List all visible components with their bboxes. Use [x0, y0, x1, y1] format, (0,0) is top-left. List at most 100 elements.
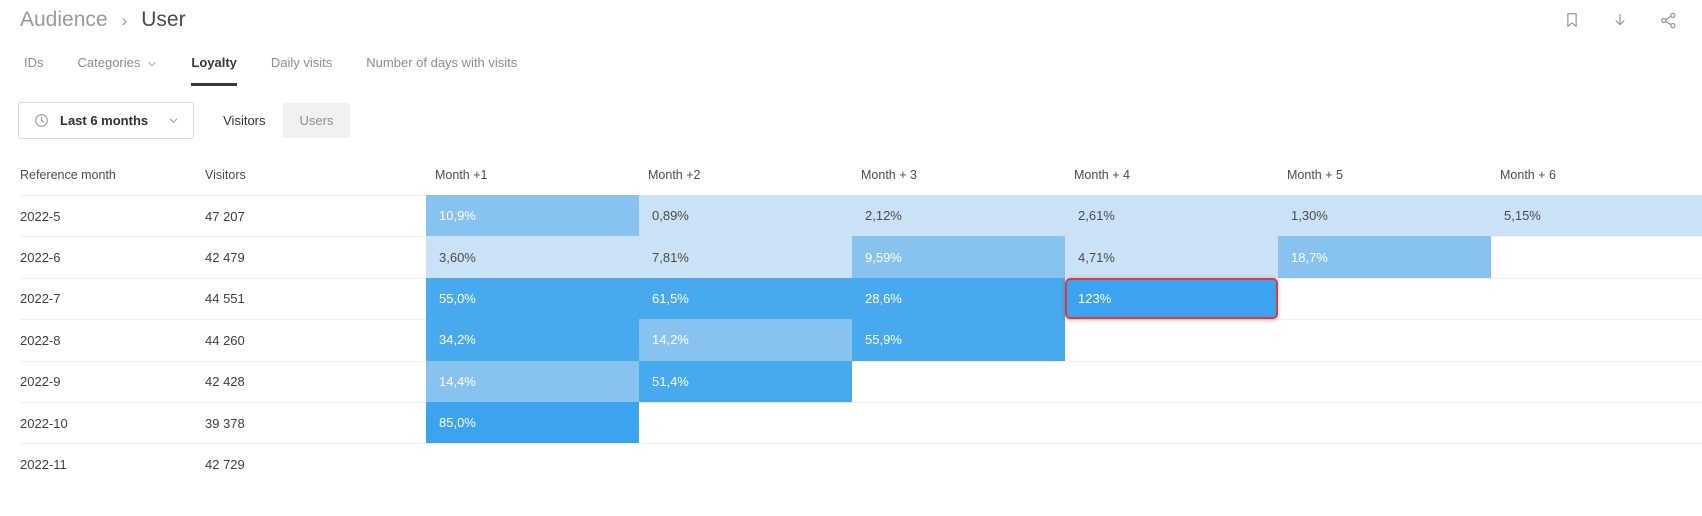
column-header: Month + 3 — [861, 167, 917, 182]
segment-visitors[interactable]: Visitors — [206, 103, 283, 138]
empty-cell — [1491, 319, 1702, 360]
empty-cell — [639, 443, 852, 484]
visitors-count-cell: 44 260 — [205, 332, 245, 348]
reference-month-cell: 2022-8 — [20, 332, 61, 348]
cohort-cell[interactable]: 55,9% — [852, 319, 1065, 361]
cohort-cell[interactable]: 14,4% — [426, 360, 639, 402]
empty-cell — [852, 402, 1065, 443]
empty-cell — [1278, 402, 1491, 443]
cohort-cell[interactable]: 28,6% — [852, 277, 1065, 320]
cohort-cell[interactable]: 14,2% — [639, 319, 852, 361]
empty-cell — [1278, 278, 1491, 319]
download-button[interactable] — [1609, 9, 1631, 31]
cohort-cell[interactable]: 55,0% — [426, 277, 639, 320]
period-dropdown[interactable]: Last 6 months — [18, 102, 195, 139]
reference-month-cell: 2022-6 — [20, 250, 61, 266]
column-header: Reference month — [20, 167, 116, 182]
bookmark-icon — [1567, 13, 1577, 27]
visitors-count-cell: 42 428 — [205, 374, 245, 390]
cohort-cell[interactable]: 2,12% — [852, 195, 1065, 237]
segment-users[interactable]: Users — [283, 103, 351, 138]
cohort-cell[interactable]: 1,30% — [1278, 195, 1491, 237]
cohort-cell[interactable]: 61,5% — [639, 277, 852, 320]
table-row: 2022-5 47 207 10,9% 0,89% 2,12% 2,61% 1,30% 5,1… — [20, 195, 1702, 237]
chevron-down-icon — [148, 61, 156, 66]
empty-cell — [426, 443, 639, 484]
reference-month-cell: 2022-10 — [20, 415, 68, 431]
tab-label: Daily visits — [270, 55, 333, 70]
tab-bar: IDs Categories Loyalty Daily visits Number o… — [0, 49, 1702, 86]
reference-month-cell: 2022-7 — [20, 291, 61, 307]
column-header: Month + 5 — [1287, 167, 1343, 182]
tab-label: IDs — [24, 55, 44, 70]
empty-cell — [1065, 402, 1278, 443]
cohort-cell[interactable]: 85,0% — [426, 401, 639, 444]
cohort-cell-highlighted[interactable]: 123% — [1065, 277, 1278, 320]
period-label: Last 6 months — [60, 113, 149, 128]
tab-loyalty[interactable]: Loyalty — [191, 49, 237, 86]
empty-cell — [639, 402, 852, 443]
header-actions — [1561, 9, 1680, 32]
tab-label: Number of days with visits — [366, 55, 518, 70]
filter-bar: Last 6 months Visitors Users — [18, 102, 1702, 139]
empty-cell — [1491, 278, 1702, 319]
empty-cell — [1065, 443, 1278, 484]
table-row: 2022-10 39 378 85,0% — [20, 401, 1702, 444]
empty-cell — [1065, 361, 1278, 402]
tab-number-of-days-with-visits[interactable]: Number of days with visits — [366, 49, 517, 86]
cohort-cell[interactable]: 7,81% — [639, 236, 852, 278]
cohort-cell[interactable]: 0,89% — [639, 195, 852, 237]
clock-icon — [35, 114, 48, 127]
reference-month-cell: 2022-11 — [20, 457, 67, 473]
share-button[interactable] — [1657, 9, 1680, 32]
visitors-count-cell: 44 551 — [205, 291, 245, 307]
bookmark-button[interactable] — [1561, 9, 1583, 31]
cohort-table: Reference month Visitors Month +1 Month +2 M… — [0, 154, 1702, 485]
empty-cell — [1278, 443, 1491, 484]
table-row: 2022-7 44 551 55,0% 61,5% 28,6% 123% — [20, 277, 1702, 320]
visitors-count-cell: 39 378 — [205, 415, 245, 431]
tab-daily-visits[interactable]: Daily visits — [271, 49, 332, 86]
tab-ids[interactable]: IDs — [24, 49, 44, 86]
reference-month-cell: 2022-5 — [20, 208, 61, 224]
empty-cell — [1278, 361, 1491, 402]
cohort-cell[interactable]: 51,4% — [639, 360, 852, 402]
column-header: Month +2 — [648, 167, 701, 182]
cohort-cell[interactable]: 18,7% — [1278, 236, 1491, 278]
visitors-count-cell: 42 479 — [205, 250, 245, 266]
share-icon — [1661, 12, 1676, 28]
empty-cell — [852, 361, 1065, 402]
tab-label: Loyalty — [191, 55, 237, 70]
empty-cell — [1278, 319, 1491, 360]
visitors-users-toggle: Visitors Users — [206, 103, 351, 138]
cohort-cell[interactable]: 3,60% — [426, 236, 639, 278]
reference-month-cell: 2022-9 — [20, 374, 61, 390]
visitors-count-cell: 42 729 — [205, 457, 245, 473]
download-icon — [1615, 13, 1625, 26]
table-row: 2022-11 42 729 — [20, 443, 1702, 484]
empty-cell — [1491, 402, 1702, 443]
cohort-cell[interactable]: 4,71% — [1065, 236, 1278, 278]
tab-label: Categories — [77, 55, 141, 70]
cohort-cell[interactable]: 2,61% — [1065, 195, 1278, 237]
cohort-cell[interactable]: 5,15% — [1491, 195, 1702, 237]
user-loyalty-report: Audience › User IDs Categories Loyalty Dail… — [0, 0, 1702, 485]
breadcrumb: Audience › User — [20, 8, 186, 32]
table-body: 2022-5 47 207 10,9% 0,89% 2,12% 2,61% 1,30% 5,1… — [20, 195, 1702, 485]
tab-categories[interactable]: Categories — [78, 49, 158, 86]
breadcrumb-separator-icon: › — [121, 10, 128, 30]
cohort-cell[interactable]: 34,2% — [426, 319, 639, 361]
empty-cell — [1491, 361, 1702, 402]
table-row: 2022-9 42 428 14,4% 51,4% — [20, 360, 1702, 402]
header: Audience › User — [0, 0, 1702, 32]
cohort-cell[interactable]: 9,59% — [852, 236, 1065, 278]
column-header: Month +1 — [435, 167, 488, 182]
column-header: Month + 6 — [1500, 167, 1556, 182]
empty-cell — [1065, 319, 1278, 360]
table-row: 2022-8 44 260 34,2% 14,2% 55,9% — [20, 319, 1702, 361]
breadcrumb-section[interactable]: Audience — [20, 8, 108, 31]
breadcrumb-page: User — [141, 8, 186, 31]
cohort-cell[interactable]: 10,9% — [426, 195, 639, 237]
empty-cell — [1491, 443, 1702, 484]
visitors-count-cell: 47 207 — [205, 208, 245, 224]
